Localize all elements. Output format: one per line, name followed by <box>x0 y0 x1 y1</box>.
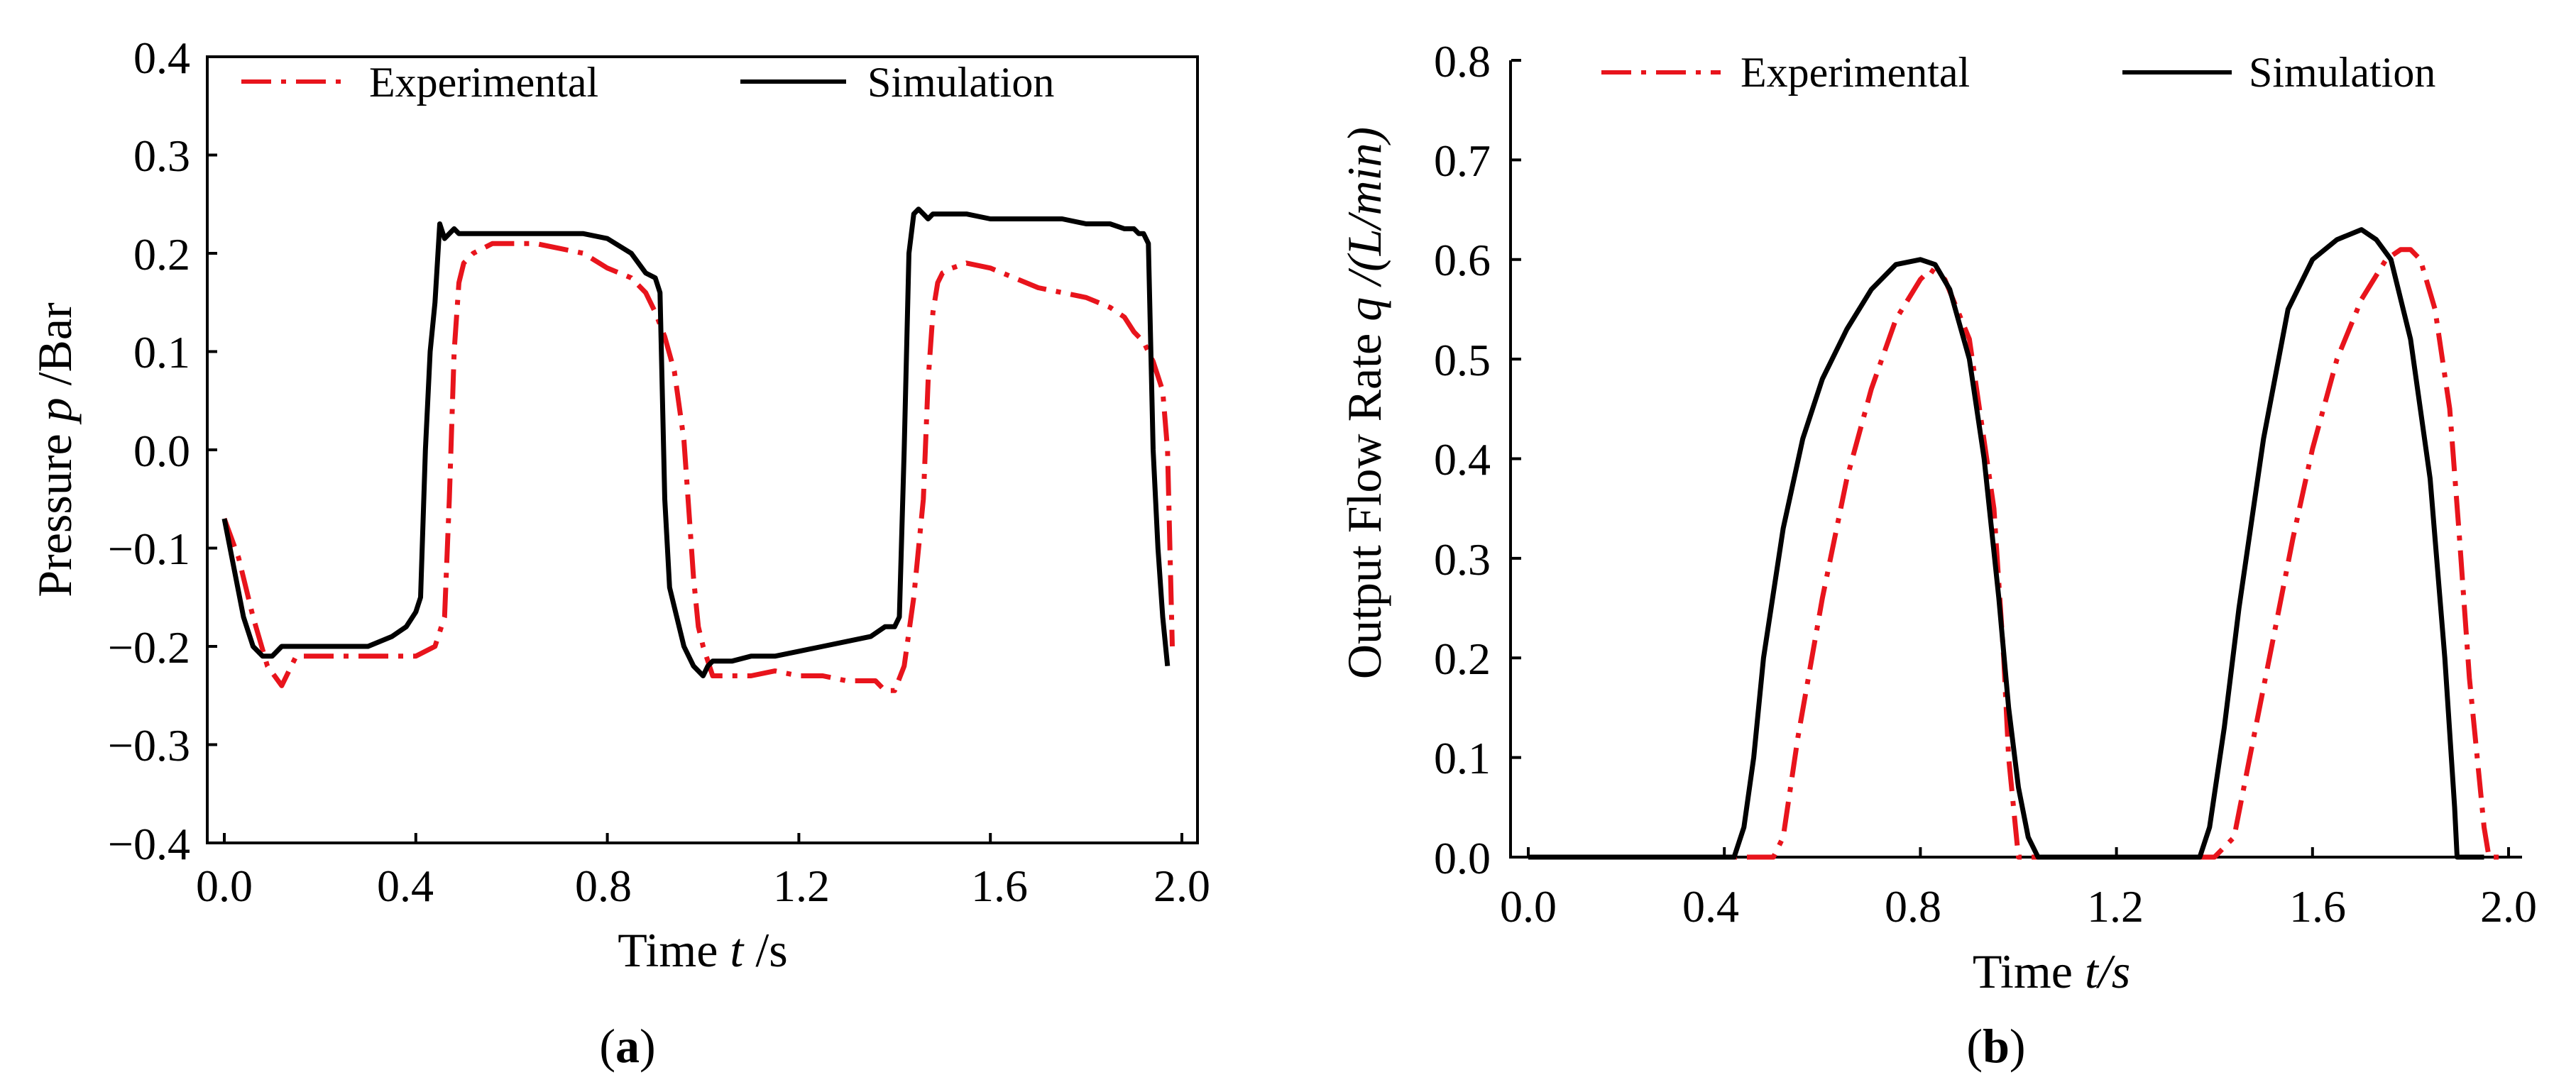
chart-b-ytick-label: 0.8 <box>1434 36 1491 87</box>
chart-a-ytick-label: 0.1 <box>133 327 190 377</box>
chart-b-ytick-label: 0.6 <box>1434 235 1491 285</box>
chart-a-ytick-label: 0.2 <box>133 229 190 280</box>
chart-a-x-axis-title: Time t /s <box>618 923 787 977</box>
chart-a-ytick-label: 0.3 <box>133 131 190 181</box>
chart-a-ytick-label: 0.0 <box>133 426 190 476</box>
chart-b-ytick-label: 0.7 <box>1434 136 1491 186</box>
chart-b-xtick-label: 1.2 <box>2087 881 2144 932</box>
chart-b-x-axis-title: Time t/s <box>1973 944 2130 998</box>
chart-b-series-experimental <box>1528 247 2509 860</box>
chart-b-xtick-label: 0.0 <box>1500 881 1557 932</box>
chart-a-xtick-label: 1.6 <box>971 861 1028 911</box>
chart-b-xtick-label: 0.8 <box>1885 881 1941 932</box>
chart-b-ytick-label: 0.0 <box>1434 833 1491 883</box>
chart-a-xtick-label: 0.4 <box>377 861 434 911</box>
chart-a-ytick-label: 0.4 <box>133 33 190 83</box>
chart-b-x-tick-labels: 0.0 0.4 0.8 1.2 1.6 2.0 <box>1500 881 2537 932</box>
chart-a: Experimental Simulation −0.4 −0.3 −0.2 −… <box>28 33 1210 1073</box>
chart-a-ytick-label: −0.1 <box>108 524 190 574</box>
chart-a-series-simulation <box>221 206 1171 678</box>
chart-a-y-tick-labels: −0.4 −0.3 −0.2 −0.1 0.0 0.1 0.2 0.3 0.4 <box>108 33 190 869</box>
chart-b-legend: Experimental Simulation <box>1601 49 2435 96</box>
chart-a-xtick-label: 2.0 <box>1153 861 1210 911</box>
chart-a-ytick-label: −0.4 <box>108 819 190 869</box>
chart-a-x-tick-labels: 0.0 0.4 0.8 1.2 1.6 2.0 <box>196 861 1210 911</box>
chart-a-series-experimental <box>221 241 1175 693</box>
panel-label-b: (b) <box>1966 1019 2025 1073</box>
chart-b-xtick-label: 2.0 <box>2480 881 2537 932</box>
chart-b-ytick-label: 0.4 <box>1434 434 1491 485</box>
chart-a-ytick-label: −0.3 <box>108 720 190 771</box>
chart-b-legend-experimental-label: Experimental <box>1741 49 1970 96</box>
chart-b-xtick-label: 1.6 <box>2289 881 2346 932</box>
chart-a-xtick-label: 0.8 <box>575 861 632 911</box>
chart-b-legend-simulation-label: Simulation <box>2249 49 2435 96</box>
chart-b-ytick-label: 0.3 <box>1434 534 1491 585</box>
chart-b-ytick-label: 0.1 <box>1434 733 1491 783</box>
chart-b-xtick-label: 0.4 <box>1682 881 1739 932</box>
chart-b-ytick-label: 0.5 <box>1434 335 1491 385</box>
chart-a-y-axis-title: Pressure p /Bar <box>28 302 82 597</box>
chart-b-ytick-label: 0.2 <box>1434 634 1491 684</box>
chart-a-xtick-label: 1.2 <box>773 861 830 911</box>
chart-a-xtick-label: 0.0 <box>196 861 253 911</box>
chart-a-legend-experimental-label: Experimental <box>369 59 598 106</box>
chart-b-series-simulation <box>1528 227 2484 860</box>
chart-b-y-axis-title: Output Flow Rate q /(L/min) <box>1337 127 1391 679</box>
panel-label-a: (a) <box>599 1019 655 1073</box>
chart-b-marks <box>1511 59 2510 860</box>
chart-a-plot-frame <box>206 55 1199 844</box>
chart-b-y-tick-labels: 0.0 0.1 0.2 0.3 0.4 0.5 0.6 0.7 0.8 <box>1434 36 1491 883</box>
chart-a-ytick-label: −0.2 <box>108 622 190 673</box>
chart-b: Experimental Simulation 0.0 0.1 0.2 0.3 … <box>1337 36 2537 1073</box>
chart-a-legend-simulation-label: Simulation <box>867 59 1054 106</box>
chart-b-axes <box>1509 60 2522 859</box>
chart-a-marks <box>207 55 1183 844</box>
chart-a-legend: Experimental Simulation <box>241 59 1054 106</box>
